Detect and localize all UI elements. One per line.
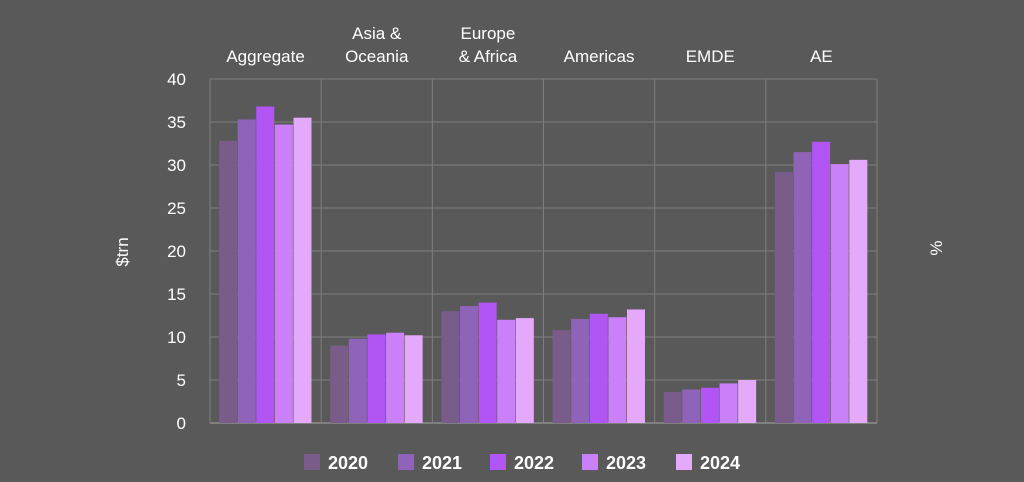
bar — [608, 317, 627, 423]
bar — [367, 334, 386, 423]
panels: Aggregate Asia & Oceania Europe & Africa Amer… — [209, 24, 878, 423]
bar — [571, 318, 590, 423]
legend-swatch — [582, 454, 598, 470]
y-tick-label: 40 — [167, 70, 186, 89]
bar — [793, 152, 812, 423]
bar — [700, 387, 719, 423]
y-tick-label: 15 — [167, 285, 186, 304]
bar — [460, 306, 479, 423]
legend-label: 2021 — [422, 453, 462, 473]
bar — [219, 140, 238, 424]
bars — [219, 106, 868, 424]
panel-title: EMDE — [686, 47, 735, 66]
panel-title: Asia & Oceania — [345, 24, 409, 66]
bar — [552, 330, 571, 423]
bar — [330, 345, 349, 423]
legend-label: 2023 — [606, 453, 646, 473]
bar — [515, 318, 534, 423]
legend: 2020 2021 2022 2023 2024 — [304, 453, 740, 473]
bar — [849, 159, 868, 423]
legend-label: 2022 — [514, 453, 554, 473]
y-axis-right-label: % — [927, 240, 946, 255]
bar — [719, 383, 738, 423]
y-axis-label: $trn — [113, 237, 132, 266]
y-tick-label: 20 — [167, 242, 186, 261]
y-tick-label: 5 — [177, 371, 186, 390]
y-tick-label: 35 — [167, 113, 186, 132]
bar — [830, 164, 849, 423]
y-axis: 0 5 10 15 20 25 30 35 40 — [167, 70, 186, 433]
panel-title: AE — [810, 47, 833, 66]
legend-swatch — [304, 454, 320, 470]
panel-title: Americas — [564, 47, 635, 66]
bar — [738, 380, 757, 423]
legend-label: 2024 — [700, 453, 740, 473]
bar — [256, 106, 275, 424]
legend-label: 2020 — [328, 453, 368, 473]
legend-swatch — [398, 454, 414, 470]
bar — [663, 392, 682, 423]
bar — [386, 332, 405, 423]
bar — [497, 319, 516, 423]
bar — [404, 335, 423, 423]
y-tick-label: 10 — [167, 328, 186, 347]
bar — [441, 311, 460, 423]
bar — [812, 141, 831, 423]
bar — [626, 309, 645, 423]
y-tick-label: 0 — [177, 414, 186, 433]
legend-swatch — [490, 454, 506, 470]
bar — [682, 389, 701, 423]
bar — [589, 313, 608, 423]
y-tick-label: 25 — [167, 199, 186, 218]
legend-swatch — [676, 454, 692, 470]
bar — [293, 117, 312, 423]
bar — [237, 119, 256, 424]
bar — [274, 124, 293, 423]
bar — [348, 338, 367, 423]
panel-title: Aggregate — [226, 47, 304, 66]
panel-title: Europe & Africa — [459, 24, 518, 66]
bar — [478, 302, 497, 423]
bar — [774, 171, 793, 423]
y-tick-label: 30 — [167, 156, 186, 175]
